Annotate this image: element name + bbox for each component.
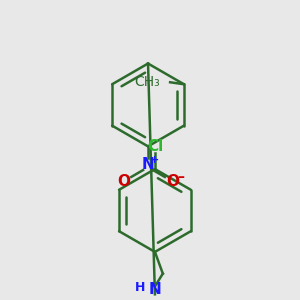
- Text: +: +: [150, 155, 160, 165]
- Text: N: N: [142, 157, 154, 172]
- Text: O: O: [117, 174, 130, 189]
- Text: Cl: Cl: [147, 139, 163, 154]
- Text: –: –: [177, 170, 184, 184]
- Text: O: O: [166, 174, 179, 189]
- Text: H: H: [135, 281, 145, 294]
- Text: N: N: [148, 282, 161, 297]
- Text: CH₃: CH₃: [134, 75, 160, 89]
